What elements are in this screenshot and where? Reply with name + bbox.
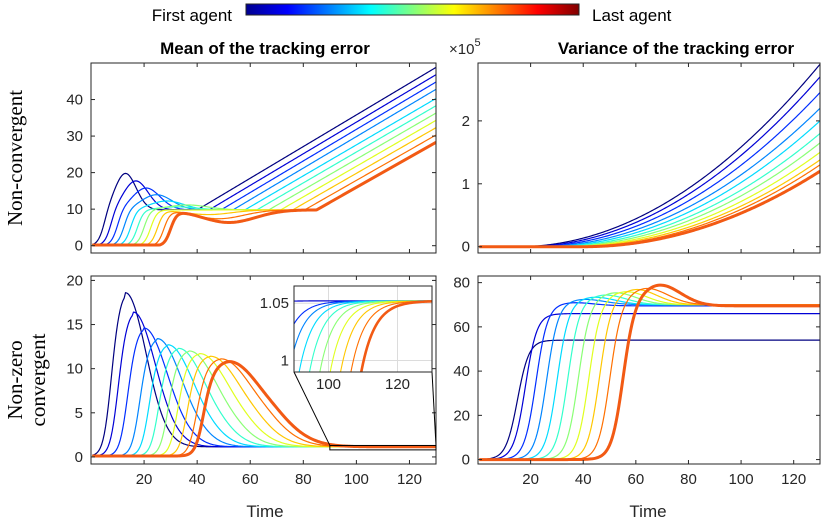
inset-ytick-label: 1.05 — [260, 295, 289, 312]
ytick-label: 10 — [66, 361, 83, 378]
zoom-connector — [293, 371, 331, 446]
inset-ytick-label: 1 — [281, 353, 289, 370]
inset-xtick-label: 120 — [385, 376, 410, 393]
xtick-label: 80 — [295, 471, 312, 488]
xtick-label: 40 — [189, 471, 206, 488]
series-group — [92, 66, 436, 247]
panel-variance-nonconvergent: 0 1 2 — [462, 62, 821, 256]
xlabel-variance: Time — [629, 502, 666, 521]
exponent-label: ×105 — [449, 37, 481, 58]
legend-first-label: First agent — [152, 6, 233, 25]
series-group — [479, 283, 820, 462]
xtick-label: 80 — [680, 471, 697, 488]
inset-frame — [293, 285, 433, 373]
ytick-label: 2 — [462, 113, 470, 130]
series-agent-11 — [479, 283, 820, 462]
ytick-label: 30 — [66, 128, 83, 145]
series-agent-6 — [92, 105, 436, 246]
inset-xtick-label: 100 — [316, 376, 341, 393]
ytick-label: 0 — [75, 449, 83, 466]
ytick-label: 5 — [75, 405, 83, 422]
axes-frame — [477, 62, 821, 254]
title-variance: Variance of the tracking error — [558, 39, 795, 58]
ytick-label: 40 — [453, 363, 470, 380]
series-agent-2 — [92, 74, 436, 246]
xtick-label: 120 — [397, 471, 422, 488]
ytick-label: 1 — [462, 176, 470, 193]
ytick-label: 40 — [66, 92, 83, 109]
axes-frame — [477, 275, 821, 465]
series-agent-11 — [479, 169, 820, 249]
xtick-label: 100 — [729, 471, 754, 488]
zoom-box — [329, 444, 437, 451]
ytick-label: 0 — [462, 239, 470, 256]
series-group — [92, 291, 436, 458]
panel-mean-nonconvergent: 0 10 20 30 40 — [66, 62, 437, 255]
plot-area — [91, 63, 436, 253]
ytick-label: 20 — [66, 272, 83, 289]
ytick-label: 10 — [66, 201, 83, 218]
row-label-bottom-2: convergent — [26, 333, 50, 426]
inset-series — [294, 300, 432, 372]
title-mean: Mean of the tracking error — [160, 39, 370, 58]
xtick-label: 120 — [781, 471, 806, 488]
inset-area — [294, 286, 432, 372]
xtick-label: 60 — [242, 471, 259, 488]
series-agent-5 — [92, 97, 436, 246]
row-label-top: Non-convergent — [3, 90, 27, 226]
xtick-label: 20 — [136, 471, 153, 488]
xtick-label: 100 — [344, 471, 369, 488]
series-agent-11 — [92, 360, 436, 458]
xtick-label: 40 — [575, 471, 592, 488]
ytick-label: 80 — [453, 275, 470, 292]
ytick-label: 0 — [75, 238, 83, 255]
ytick-label: 20 — [453, 407, 470, 424]
axes-frame — [90, 275, 437, 465]
xtick-label: 20 — [522, 471, 539, 488]
series-agent-1 — [92, 66, 436, 246]
legend-last-label: Last agent — [592, 6, 672, 25]
ytick-label: 60 — [453, 319, 470, 336]
series-agent-1 — [479, 339, 820, 461]
ytick-label: 0 — [462, 452, 470, 469]
ytick-label: 15 — [66, 317, 83, 334]
panel-variance-convergent: 20 40 60 80 100 120 0 20 40 60 80 — [453, 275, 821, 488]
inset-agent-11 — [359, 300, 432, 372]
xlabel-mean: Time — [246, 502, 283, 521]
colorbar — [245, 3, 580, 16]
axes-frame — [90, 62, 437, 254]
series-agent-9 — [92, 127, 436, 246]
row-label-bottom-1: Non-zero — [3, 340, 27, 419]
zoom-connector — [431, 371, 437, 446]
series-agent-4 — [92, 88, 436, 246]
xtick-label: 60 — [628, 471, 645, 488]
series-agent-2 — [479, 313, 820, 461]
series-group — [479, 63, 820, 249]
series-agent-3 — [92, 81, 436, 246]
ytick-label: 20 — [66, 165, 83, 182]
inset-panel: 100 120 1 1.05 — [260, 285, 437, 451]
series-agent-11 — [92, 140, 436, 247]
